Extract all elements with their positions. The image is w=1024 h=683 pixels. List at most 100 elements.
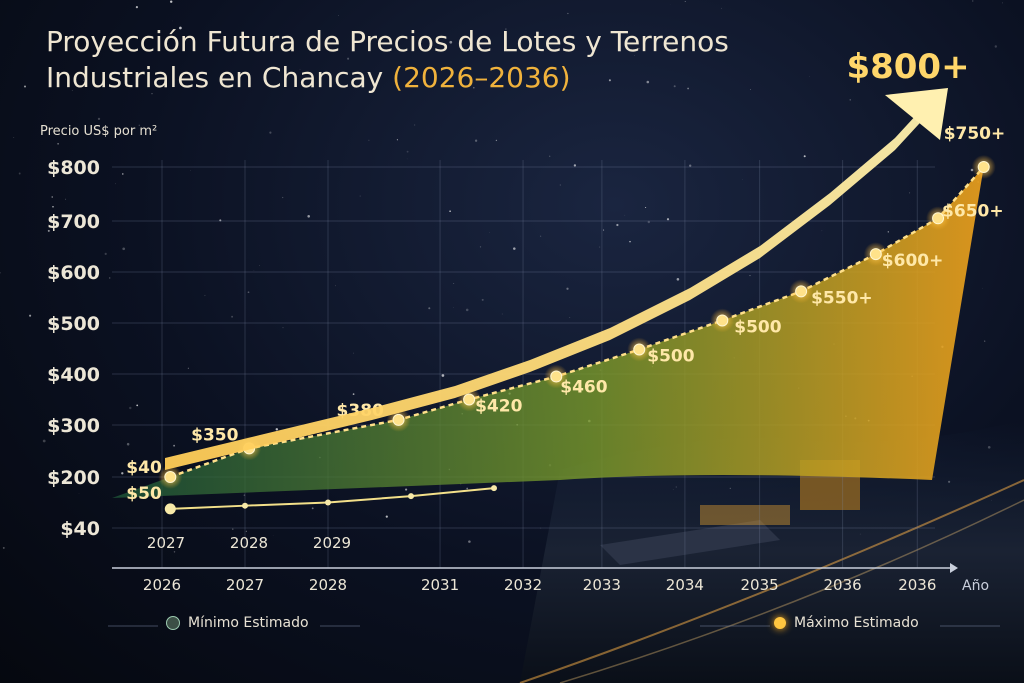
star <box>1002 2 1003 4</box>
x-tick-label: 2026 <box>143 576 181 594</box>
min-data-label: $50 <box>126 484 162 504</box>
min-point <box>408 493 414 500</box>
star <box>282 327 284 329</box>
star <box>505 28 507 30</box>
star <box>122 173 124 175</box>
star <box>388 49 391 52</box>
star <box>368 139 370 141</box>
star <box>513 247 516 250</box>
min-point <box>242 502 248 509</box>
max-data-label: $750+ <box>944 124 1006 144</box>
star <box>138 124 141 127</box>
star <box>616 223 619 227</box>
star <box>311 507 314 510</box>
min-point <box>325 499 331 506</box>
y-tick-label: $700 <box>47 211 100 233</box>
star <box>173 444 175 447</box>
star <box>243 494 246 496</box>
star <box>684 1 686 3</box>
star <box>179 26 182 30</box>
min-year-label: 2028 <box>230 534 268 552</box>
title-line-2: Industriales en Chancay <box>46 61 384 94</box>
star <box>721 7 722 9</box>
legend-min-label: Mínimo Estimado <box>188 615 309 631</box>
min-point <box>491 485 497 492</box>
star <box>474 139 478 142</box>
star <box>441 374 445 377</box>
x-tick-label: 2034 <box>666 576 704 594</box>
star <box>121 472 124 475</box>
max-data-label: $550+ <box>811 288 873 308</box>
star <box>599 246 601 248</box>
max-data-label: $600+ <box>882 251 944 271</box>
star <box>821 230 823 232</box>
star <box>47 229 50 232</box>
star <box>187 367 189 369</box>
star <box>689 164 692 167</box>
star <box>549 155 551 157</box>
star <box>413 124 416 126</box>
star <box>23 85 27 88</box>
star <box>809 76 810 77</box>
star <box>71 90 73 91</box>
y-tick-label: $40 <box>60 518 100 540</box>
star <box>466 487 469 490</box>
star <box>2 546 5 549</box>
star <box>481 298 484 301</box>
star <box>603 229 605 231</box>
y-tick-label: $500 <box>47 313 100 335</box>
max-data-label: $420 <box>475 397 522 417</box>
star <box>624 214 626 216</box>
x-tick-label: 2035 <box>741 576 779 594</box>
star <box>887 231 889 233</box>
max-point <box>795 285 808 298</box>
star <box>673 85 676 88</box>
range-area <box>112 167 984 498</box>
star <box>172 20 173 22</box>
x-tick-label: 2036 <box>898 576 936 594</box>
y-axis-label: Precio US$ por m² <box>40 124 158 139</box>
star <box>468 540 471 543</box>
star <box>204 294 206 297</box>
star <box>750 89 751 91</box>
star <box>245 530 247 532</box>
star <box>115 183 116 185</box>
min-year-label: 2027 <box>147 534 185 552</box>
x-axis-arrow <box>950 563 958 573</box>
max-point <box>932 212 945 225</box>
star <box>83 80 85 81</box>
star <box>638 47 640 50</box>
star <box>78 493 80 494</box>
star <box>275 428 279 431</box>
star <box>52 205 54 208</box>
star <box>299 68 301 70</box>
star <box>29 314 32 317</box>
star <box>984 340 986 342</box>
star <box>646 80 650 84</box>
star <box>634 55 635 57</box>
star <box>352 393 355 395</box>
max-data-label: $500 <box>734 317 781 337</box>
max-point <box>716 314 729 327</box>
legend-min-marker <box>166 616 180 630</box>
star <box>18 172 21 175</box>
max-point <box>869 248 882 261</box>
y-tick-label: $800 <box>47 157 100 179</box>
max-point <box>550 370 563 383</box>
star <box>569 317 571 318</box>
star <box>396 139 398 141</box>
star <box>428 307 431 310</box>
max-data-label: $650+ <box>942 201 1004 221</box>
star <box>567 12 569 15</box>
x-tick-label: 2027 <box>226 576 264 594</box>
star <box>629 240 631 243</box>
star <box>136 404 139 407</box>
star <box>51 196 53 198</box>
star <box>253 270 255 271</box>
x-tick-label: 2032 <box>504 576 542 594</box>
max-point <box>977 161 990 173</box>
star <box>335 285 336 287</box>
max-point <box>392 413 405 426</box>
x-tick-label: 2033 <box>583 576 621 594</box>
